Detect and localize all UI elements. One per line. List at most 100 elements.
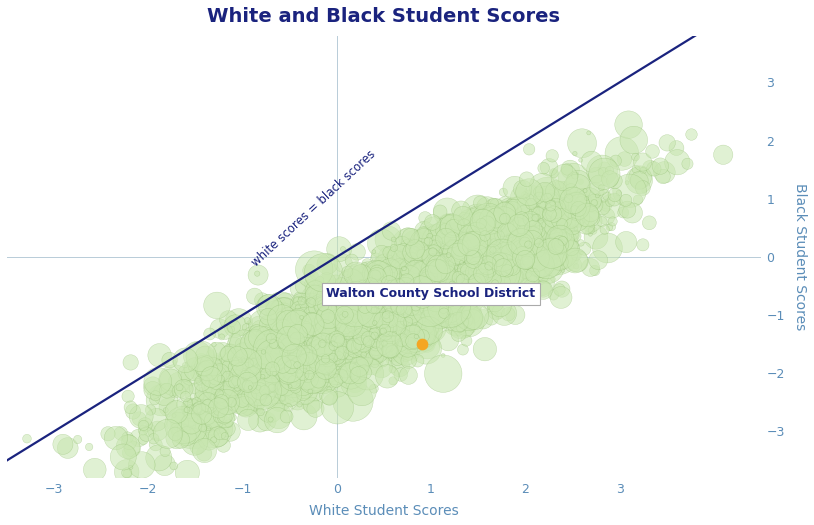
Point bbox=[88, 466, 101, 474]
Point bbox=[285, 315, 298, 323]
Point bbox=[361, 344, 374, 352]
Point bbox=[269, 327, 282, 335]
Point bbox=[313, 317, 326, 326]
Point bbox=[429, 272, 442, 281]
Point bbox=[514, 275, 527, 283]
Point bbox=[474, 198, 487, 207]
Point bbox=[256, 342, 269, 351]
Point bbox=[301, 332, 314, 340]
Point bbox=[451, 304, 464, 312]
Point bbox=[457, 212, 470, 220]
Point bbox=[554, 258, 567, 266]
Point bbox=[265, 357, 278, 365]
Point bbox=[345, 335, 358, 344]
Point bbox=[341, 300, 354, 308]
Point bbox=[549, 204, 562, 213]
Point bbox=[338, 346, 351, 355]
Point bbox=[297, 345, 310, 353]
Point bbox=[282, 337, 295, 345]
Point bbox=[387, 306, 400, 314]
Point bbox=[463, 257, 476, 265]
Point bbox=[582, 129, 595, 137]
Point bbox=[300, 320, 313, 329]
Point bbox=[443, 264, 456, 272]
Point bbox=[357, 322, 370, 330]
Point bbox=[431, 293, 444, 302]
Point bbox=[295, 360, 308, 369]
Point bbox=[389, 318, 402, 326]
Point bbox=[316, 309, 329, 317]
Point bbox=[449, 319, 462, 327]
Point bbox=[383, 334, 396, 342]
Point bbox=[411, 267, 424, 276]
Point bbox=[344, 319, 357, 327]
Point bbox=[456, 245, 469, 253]
Point bbox=[239, 402, 252, 410]
Point bbox=[339, 355, 352, 363]
Point bbox=[262, 370, 275, 379]
Point bbox=[313, 311, 326, 320]
Point bbox=[378, 291, 391, 300]
Point bbox=[291, 358, 304, 366]
Point bbox=[527, 218, 540, 227]
Point bbox=[296, 342, 309, 351]
Point bbox=[448, 304, 461, 312]
Point bbox=[403, 342, 416, 351]
Point bbox=[555, 285, 568, 293]
Point bbox=[332, 351, 345, 359]
Point bbox=[418, 251, 431, 260]
Point bbox=[225, 377, 239, 385]
Point bbox=[212, 373, 225, 382]
Point bbox=[361, 345, 374, 354]
Point bbox=[348, 274, 361, 282]
Point bbox=[322, 301, 335, 310]
Point bbox=[345, 339, 358, 348]
Point bbox=[314, 340, 327, 348]
Point bbox=[217, 441, 230, 449]
Point bbox=[357, 332, 370, 341]
Point bbox=[459, 313, 472, 322]
Point bbox=[411, 314, 424, 323]
Point bbox=[561, 204, 574, 212]
Point bbox=[322, 312, 335, 321]
Point bbox=[352, 371, 365, 379]
Point bbox=[358, 315, 371, 323]
Point bbox=[401, 326, 414, 334]
Point bbox=[386, 283, 399, 291]
Point bbox=[274, 370, 287, 379]
Point bbox=[529, 242, 542, 250]
Point bbox=[359, 324, 372, 333]
Point bbox=[323, 313, 336, 321]
Point bbox=[359, 323, 372, 332]
Point bbox=[468, 287, 481, 296]
Point bbox=[349, 346, 362, 355]
Point bbox=[195, 379, 208, 387]
Point bbox=[354, 323, 367, 331]
Point bbox=[332, 318, 345, 326]
Point bbox=[549, 229, 562, 237]
Point bbox=[280, 382, 293, 391]
Point bbox=[351, 288, 364, 297]
Point bbox=[420, 323, 433, 332]
Point bbox=[435, 317, 448, 326]
Point bbox=[417, 249, 430, 257]
Point bbox=[476, 277, 489, 285]
Point bbox=[389, 316, 402, 324]
Point bbox=[244, 381, 257, 390]
Point bbox=[369, 309, 382, 317]
Point bbox=[423, 308, 436, 316]
Point bbox=[221, 424, 234, 433]
Point bbox=[218, 392, 231, 400]
Point bbox=[344, 285, 357, 293]
Point bbox=[470, 300, 483, 309]
Point bbox=[565, 185, 578, 194]
Point bbox=[355, 323, 368, 332]
Point bbox=[431, 305, 444, 313]
Point bbox=[282, 376, 295, 385]
Point bbox=[554, 235, 567, 244]
Point bbox=[510, 238, 523, 246]
Point bbox=[395, 315, 408, 323]
Point bbox=[352, 285, 365, 293]
Point bbox=[355, 324, 368, 332]
Point bbox=[344, 314, 357, 323]
